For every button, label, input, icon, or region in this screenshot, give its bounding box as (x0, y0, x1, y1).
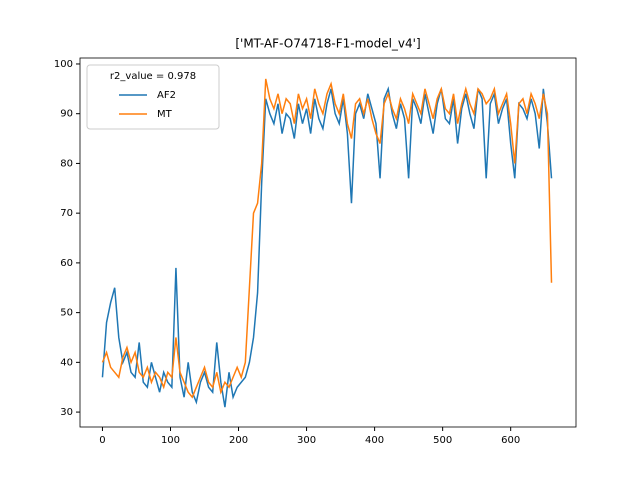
x-tick-label: 400 (365, 435, 384, 446)
x-tick-label: 0 (99, 435, 105, 446)
y-tick-label: 100 (54, 59, 73, 70)
chart-title: ['MT-AF-O74718-F1-model_v4'] (235, 37, 420, 51)
y-tick-label: 60 (60, 258, 73, 269)
y-tick-label: 80 (60, 158, 73, 169)
series-line (101, 86, 553, 408)
series-line (101, 78, 553, 399)
x-tick-label: 200 (229, 435, 248, 446)
y-tick-label: 90 (60, 109, 73, 120)
legend-label: AF2 (157, 90, 176, 101)
y-tick-label: 30 (60, 407, 73, 418)
y-tick-label: 50 (60, 308, 73, 319)
legend-title: r2_value = 0.978 (110, 71, 196, 82)
axes-frame (79, 57, 577, 428)
legend-box (86, 64, 220, 130)
y-tick-label: 70 (60, 208, 73, 219)
y-tick-label: 40 (60, 357, 73, 368)
x-tick-label: 100 (161, 435, 180, 446)
legend-label: MT (157, 109, 173, 120)
x-tick-label: 500 (433, 435, 452, 446)
x-tick-label: 300 (297, 435, 316, 446)
x-tick-label: 600 (501, 435, 520, 446)
